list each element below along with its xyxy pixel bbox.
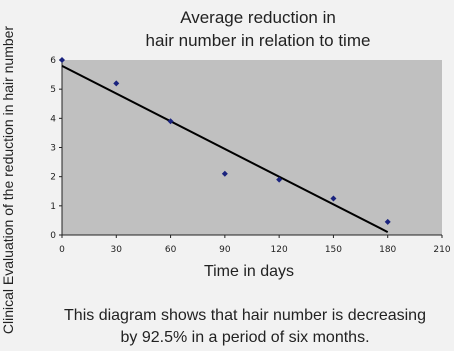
x-axis-title: Time in days bbox=[204, 263, 294, 280]
data-points bbox=[59, 57, 391, 225]
y-tick-label: 0 bbox=[50, 231, 56, 241]
x-tick-label: 60 bbox=[165, 245, 177, 255]
data-point bbox=[167, 118, 174, 125]
x-tick-label: 210 bbox=[433, 245, 450, 255]
data-point bbox=[330, 195, 337, 202]
trend-line bbox=[61, 64, 389, 233]
x-tick-label: 180 bbox=[379, 245, 396, 255]
chart-title-line-2: hair number in relation to time bbox=[146, 31, 371, 50]
data-point bbox=[221, 170, 228, 177]
x-tick-label: 90 bbox=[219, 245, 231, 255]
data-point bbox=[59, 57, 65, 63]
y-tick-label: 6 bbox=[50, 56, 56, 66]
y-tick-label: 4 bbox=[50, 114, 56, 124]
chart-title-line-1: Average reduction in bbox=[180, 8, 336, 27]
plot-area bbox=[62, 60, 442, 235]
data-point bbox=[276, 176, 283, 183]
y-tick-label: 3 bbox=[50, 144, 56, 154]
x-tick-label: 150 bbox=[325, 245, 342, 255]
y-axis: 0 1 2 3 4 5 6 bbox=[50, 56, 62, 241]
y-axis-title: Clinical Evaluation of the reduction in … bbox=[0, 26, 16, 335]
x-tick-label: 120 bbox=[271, 245, 288, 255]
x-tick-label: 30 bbox=[111, 245, 123, 255]
data-point bbox=[384, 218, 391, 225]
x-axis: 0 30 60 90 120 150 180 210 bbox=[59, 235, 451, 255]
data-point bbox=[113, 80, 120, 87]
y-tick-label: 1 bbox=[50, 202, 56, 212]
y-tick-label: 5 bbox=[50, 85, 56, 95]
caption-line-2: by 92.5% in a period of six months. bbox=[120, 329, 369, 346]
x-tick-label: 0 bbox=[59, 245, 65, 255]
caption-line-1: This diagram shows that hair number is d… bbox=[64, 307, 426, 324]
y-tick-label: 2 bbox=[50, 173, 56, 183]
